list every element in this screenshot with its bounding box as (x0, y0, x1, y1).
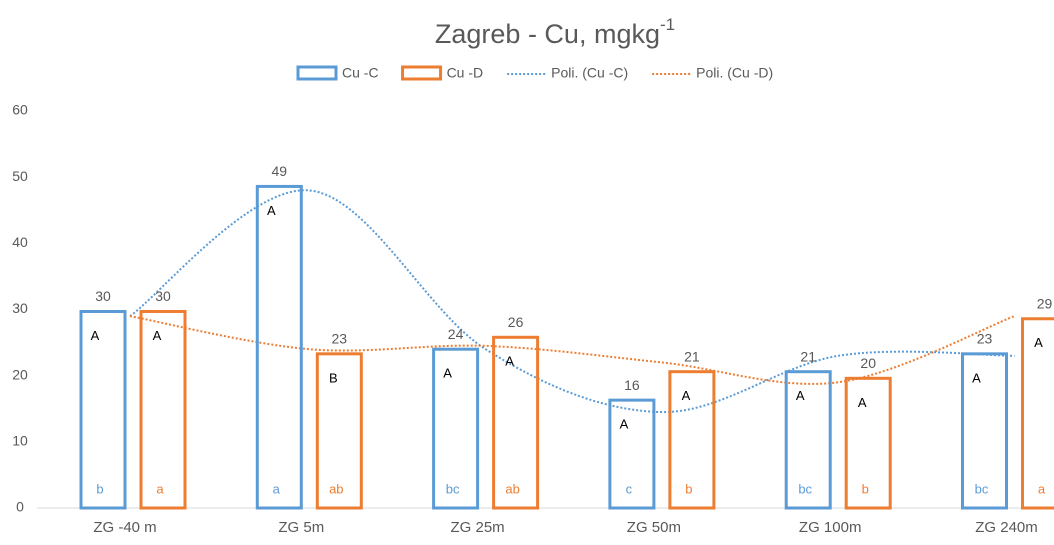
x-tick-label: ZG 50m (627, 519, 681, 536)
upper-letter: A (153, 328, 162, 343)
upper-letter: A (682, 388, 691, 403)
bar (608, 398, 656, 510)
upper-letter: B (329, 370, 338, 385)
trendline (129, 189, 1015, 414)
lower-letter: ab (329, 481, 343, 496)
bar (668, 370, 716, 510)
y-tick-label: 50 (12, 168, 28, 184)
upper-letter: A (267, 203, 276, 218)
bar (844, 376, 892, 510)
x-tick-label: ZG 240m (975, 519, 1038, 536)
legend-label: Cu -C (342, 65, 379, 81)
lower-letter: bc (446, 481, 460, 496)
y-tick-label: 60 (12, 102, 28, 118)
lower-letter: a (1038, 481, 1046, 496)
bar (432, 347, 480, 510)
upper-letter: A (620, 417, 629, 432)
y-tick-label: 20 (12, 366, 28, 382)
lower-letter: bc (798, 481, 812, 496)
data-label: 30 (155, 288, 171, 304)
chart-title: Zagreb - Cu, mgkg-1 (435, 15, 675, 49)
bar (79, 309, 127, 510)
upper-letter: A (858, 395, 867, 410)
bar (139, 309, 187, 510)
data-label: 23 (332, 331, 348, 347)
data-label: 29 (1037, 295, 1053, 311)
x-tick-label: ZG 100m (799, 519, 862, 536)
legend-label: Cu -D (447, 65, 484, 81)
lower-letter: b (685, 481, 692, 496)
bar (492, 335, 540, 510)
y-tick-label: 30 (12, 300, 28, 316)
data-label: 49 (272, 163, 288, 179)
data-label: 21 (684, 348, 700, 364)
data-label: 16 (624, 377, 640, 393)
x-tick-label: ZG 5m (278, 519, 324, 536)
upper-letter: A (796, 388, 805, 403)
data-label: 24 (448, 326, 464, 342)
upper-letter: A (505, 354, 514, 369)
lower-letter: ab (505, 481, 519, 496)
data-label: 23 (977, 331, 993, 347)
upper-letter: A (1034, 335, 1043, 350)
lower-letter: b (96, 481, 103, 496)
legend-label: Poli. (Cu -C) (551, 65, 628, 81)
data-label: 20 (860, 355, 876, 371)
y-tick-label: 0 (16, 499, 24, 515)
upper-letter: A (91, 328, 100, 343)
bar (784, 370, 832, 510)
data-label: 26 (508, 314, 524, 330)
legend-swatch (401, 65, 443, 81)
bar (315, 352, 363, 510)
bar (1021, 317, 1054, 510)
bar (255, 184, 303, 510)
lower-letter: b (862, 481, 869, 496)
x-tick-label: ZG 25m (451, 519, 505, 536)
lower-letter: c (626, 481, 633, 496)
lower-letter: a (273, 481, 281, 496)
upper-letter: A (972, 370, 981, 385)
legend-swatch (296, 65, 338, 81)
data-label: 21 (800, 348, 816, 364)
x-tick-label: ZG -40 m (93, 519, 156, 536)
bar (961, 352, 1008, 510)
lower-letter: bc (975, 481, 989, 496)
lower-letter: a (156, 481, 164, 496)
upper-letter: A (443, 366, 452, 381)
y-tick-label: 10 (12, 433, 28, 449)
title-superscript: -1 (660, 15, 675, 34)
title-main: Zagreb - Cu, mgkg (435, 19, 660, 49)
legend-label: Poli. (Cu -D) (696, 65, 773, 81)
y-tick-label: 40 (12, 234, 28, 250)
data-label: 30 (95, 288, 111, 304)
